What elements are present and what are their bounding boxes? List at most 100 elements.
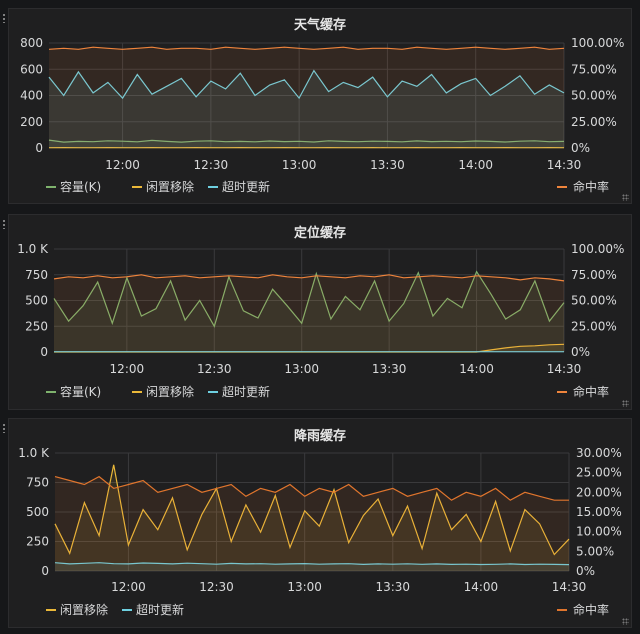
y-left-tick-label: 500 — [25, 294, 48, 308]
y-right-tick-label: 5.00% — [576, 544, 614, 558]
y-left-tick-label: 600 — [20, 62, 43, 76]
y-right-tick-label: 75.00% — [571, 62, 617, 76]
y-right-tick-label: 20.00% — [576, 485, 622, 499]
series-area — [49, 70, 564, 148]
panel-weather-cache: 天气缓存 0 200 400 600 800 0% 25.00% 50.00% 75.00% 100… — [2, 8, 632, 204]
panel-drag-handle[interactable] — [2, 13, 6, 23]
panel-resize-handle[interactable] — [622, 618, 629, 625]
y-left-tick-label: 0 — [35, 141, 43, 155]
legend-swatch — [46, 609, 56, 611]
x-tick-label: 12:00 — [110, 362, 145, 376]
legend-label: 闲置移除 — [146, 179, 194, 194]
series-line — [53, 274, 565, 282]
panel-drag-handle[interactable] — [2, 423, 6, 433]
legend-label: 闲置移除 — [60, 602, 108, 617]
y-right-tick-label: 75.00% — [571, 268, 617, 282]
series-area — [55, 464, 569, 571]
y-left-tick-label: 0 — [40, 345, 48, 359]
series-line — [54, 464, 570, 556]
x-tick-label: 14:00 — [458, 158, 493, 172]
x-tick-label: 12:30 — [199, 580, 234, 594]
legend-swatch — [46, 391, 56, 393]
y-left-tick-label: 1.0 K — [18, 446, 50, 460]
y-right-tick-label: 50.00% — [571, 89, 617, 103]
x-tick-label: 12:00 — [111, 580, 146, 594]
chart-weather-cache: 天气缓存 0 200 400 600 800 0% 25.00% 50.00% 75.00% 100… — [20, 17, 624, 194]
y-right-tick-label: 30.00% — [576, 446, 622, 460]
y-left-tick-label: 0 — [41, 564, 49, 578]
chart-rain-cache: 降雨缓存 0 250 500 750 1.0 K 0% 5.00% 10.00% 15.00% 20… — [18, 428, 622, 617]
x-tick-label: 12:00 — [105, 158, 140, 172]
legend-label: 超时更新 — [222, 179, 270, 194]
series-line — [48, 46, 565, 50]
y-left-tick-label: 750 — [25, 268, 48, 282]
series-line — [54, 475, 569, 501]
panel-resize-handle[interactable] — [622, 400, 629, 407]
series-line — [48, 69, 565, 100]
legend-swatch — [132, 391, 142, 393]
y-right-tick-label: 15.00% — [576, 505, 622, 519]
legend-swatch — [122, 609, 132, 611]
y-left-tick-label: 200 — [20, 115, 43, 129]
legend-label: 容量(K) — [60, 384, 101, 399]
series-area — [49, 47, 564, 149]
legend-swatch — [208, 186, 218, 188]
legend-swatch — [46, 186, 56, 188]
legend-swatch — [557, 391, 567, 393]
legend-swatch — [557, 609, 567, 611]
y-left-tick-label: 750 — [26, 476, 49, 490]
series-line — [54, 562, 570, 566]
series-area — [54, 271, 564, 352]
x-tick-label: 14:00 — [459, 362, 494, 376]
series-area — [54, 274, 564, 352]
y-right-tick-label: 25.00% — [571, 319, 617, 333]
x-tick-label: 12:30 — [194, 158, 229, 172]
legend-label: 命中率 — [573, 179, 609, 194]
panel-drag-handle[interactable] — [2, 219, 6, 229]
x-tick-label: 13:00 — [284, 362, 319, 376]
series-area — [55, 476, 569, 571]
x-tick-label: 13:30 — [370, 158, 405, 172]
y-right-tick-label: 25.00% — [576, 466, 622, 480]
x-tick-label: 13:00 — [282, 158, 317, 172]
panel-resize-handle[interactable] — [622, 194, 629, 201]
panel-title: 定位缓存 — [293, 225, 346, 241]
legend-label: 闲置移除 — [146, 384, 194, 399]
y-right-tick-label: 25.00% — [571, 115, 617, 129]
legend-swatch — [132, 186, 142, 188]
legend-label: 超时更新 — [222, 384, 270, 399]
y-right-tick-label: 100.00% — [571, 36, 624, 50]
y-right-tick-label: 10.00% — [576, 525, 622, 539]
chart-location-cache: 定位缓存 0 250 500 750 1.0 K 0% 25.00% 50.00% 75.00% 1… — [17, 225, 624, 399]
y-left-tick-label: 800 — [20, 36, 43, 50]
series-area — [55, 562, 569, 571]
series-line — [48, 139, 565, 143]
y-right-tick-label: 50.00% — [571, 294, 617, 308]
panel-location-cache: 定位缓存 0 250 500 750 1.0 K 0% 25.00% 50.00% 75.00% 1… — [2, 214, 632, 410]
legend-swatch — [208, 391, 218, 393]
x-tick-label: 14:30 — [552, 580, 587, 594]
x-tick-label: 14:30 — [547, 362, 582, 376]
legend-label: 超时更新 — [136, 602, 184, 617]
x-tick-label: 13:30 — [372, 362, 407, 376]
legend-label: 命中率 — [573, 384, 609, 399]
x-tick-label: 14:30 — [547, 158, 582, 172]
y-left-tick-label: 250 — [25, 319, 48, 333]
y-right-tick-label: 100.00% — [571, 242, 624, 256]
legend-swatch — [557, 186, 567, 188]
y-left-tick-label: 250 — [26, 535, 49, 549]
x-tick-label: 12:30 — [197, 362, 232, 376]
x-tick-label: 13:00 — [287, 580, 322, 594]
legend-label: 容量(K) — [60, 179, 101, 194]
x-tick-label: 13:30 — [375, 580, 410, 594]
panel-title: 天气缓存 — [294, 17, 346, 33]
y-left-tick-label: 400 — [20, 89, 43, 103]
legend-label: 命中率 — [573, 602, 609, 617]
panel-rain-cache: 降雨缓存 0 250 500 750 1.0 K 0% 5.00% 10.00% 15.00% 20… — [2, 418, 632, 628]
y-right-tick-label: 0% — [571, 345, 590, 359]
x-tick-label: 14:00 — [464, 580, 499, 594]
y-left-tick-label: 1.0 K — [17, 242, 49, 256]
panel-title: 降雨缓存 — [294, 428, 346, 444]
y-left-tick-label: 500 — [26, 505, 49, 519]
y-right-tick-label: 0% — [576, 564, 595, 578]
